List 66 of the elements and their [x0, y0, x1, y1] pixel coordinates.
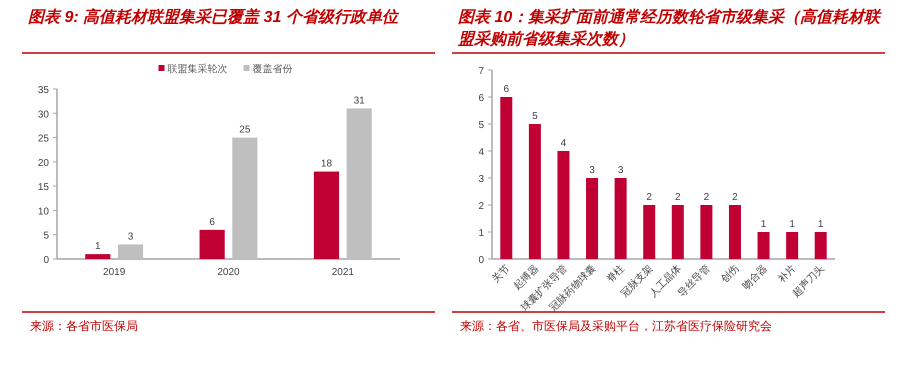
data-label: 31	[354, 95, 366, 106]
source-note: 来源：各省、市医保局及采购平台，江苏省医疗保险研究会	[460, 319, 772, 333]
x-tick-label: 吻合器	[740, 262, 770, 292]
x-tick-label: 关节	[490, 262, 512, 286]
bar	[614, 178, 627, 259]
data-label: 2	[704, 192, 710, 203]
bar	[200, 230, 225, 259]
legend-label: 联盟集采轮次	[168, 63, 228, 75]
source-note: 来源：各省市医保局	[30, 319, 138, 333]
y-tick-label: 0	[43, 255, 50, 266]
bar	[528, 124, 541, 259]
y-tick-label: 6	[478, 93, 484, 104]
data-label: 6	[504, 84, 510, 95]
bar	[728, 205, 741, 259]
y-tick-label: 15	[38, 182, 50, 194]
y-tick-label: 5	[478, 120, 484, 131]
bar	[500, 97, 512, 259]
data-label: 1	[818, 219, 824, 230]
x-tick-label: 2020	[217, 267, 240, 278]
bar	[118, 244, 144, 259]
bar	[672, 205, 684, 259]
y-tick-label: 30	[38, 109, 50, 120]
x-tick-label: 脊柱	[604, 262, 627, 286]
y-tick-label: 3	[478, 174, 484, 185]
chart-title: 图表 9: 高值耗材联盟集采已覆盖 31 个省级行政单位	[28, 7, 400, 26]
data-label: 5	[532, 111, 538, 122]
x-tick-label: 补片	[776, 262, 798, 286]
x-tick-label: 2019	[103, 267, 126, 278]
data-label: 6	[209, 216, 216, 228]
bar	[643, 205, 656, 259]
y-tick-label: 0	[478, 255, 484, 266]
data-label: 2	[646, 192, 652, 203]
data-label: 25	[239, 124, 251, 136]
data-label: 2	[732, 192, 738, 203]
bar	[85, 254, 110, 259]
data-label: 1	[95, 241, 102, 252]
bar	[700, 205, 712, 259]
data-label: 1	[760, 219, 767, 230]
bar	[232, 138, 258, 259]
bar	[586, 178, 598, 259]
data-label: 3	[618, 165, 624, 176]
data-label: 3	[589, 165, 596, 176]
y-tick-label: 20	[38, 158, 50, 169]
bar	[786, 232, 798, 259]
bar	[814, 232, 827, 259]
data-label: 4	[560, 138, 567, 149]
legend-label: 覆盖省份	[252, 63, 292, 75]
y-tick-label: 5	[43, 230, 50, 242]
chart-title: 图表 10：集采扩面前通常经历数轮省市级集采（高值耗材联盟采购前省级集采次数）	[457, 7, 882, 48]
x-tick-label: 2021	[332, 267, 354, 278]
data-label: 2	[675, 192, 682, 203]
data-label: 18	[320, 158, 332, 170]
y-tick-label: 10	[38, 206, 50, 218]
bar	[758, 232, 770, 259]
y-tick-label: 1	[478, 228, 484, 239]
y-tick-label: 2	[478, 201, 484, 212]
y-tick-label: 35	[38, 85, 50, 96]
y-tick-label: 7	[478, 66, 484, 77]
bar	[346, 108, 372, 259]
bar	[314, 172, 340, 259]
y-tick-label: 4	[478, 147, 484, 158]
data-label: 1	[789, 219, 796, 230]
bar	[557, 151, 570, 259]
y-tick-label: 25	[38, 134, 50, 145]
x-tick-label: 创伤	[718, 262, 742, 286]
data-label: 3	[128, 231, 134, 242]
